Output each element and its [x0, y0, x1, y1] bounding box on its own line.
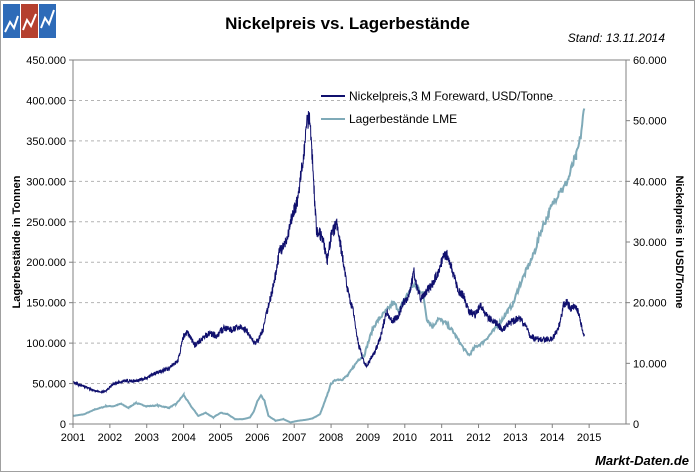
x-tick-label-2014: 2014	[540, 432, 564, 444]
x-tick-label-2004: 2004	[171, 432, 195, 444]
y-right-tick-label-4: 40.000	[633, 176, 667, 188]
series-group	[72, 108, 586, 424]
series-line-nickelpreis	[72, 110, 585, 394]
y-axis-right-label: Nickelpreis in USD/Tonne	[673, 175, 685, 308]
y-axis-left-label: Lagerbestände in Tonnen	[11, 175, 23, 308]
x-tick-label-2010: 2010	[393, 432, 417, 444]
y-left-tick-label-3: 150.000	[26, 298, 66, 310]
x-tick-label-2006: 2006	[245, 432, 269, 444]
legend: Nickelpreis,3 M Foreward, USD/Tonne Lage…	[321, 89, 553, 126]
x-tick-label-2003: 2003	[134, 432, 158, 444]
y-left-tick-label-7: 350.000	[26, 136, 66, 148]
x-tick-label-2005: 2005	[208, 432, 232, 444]
x-tick-label-2008: 2008	[319, 432, 343, 444]
y-left-tick-label-0: 0	[60, 419, 66, 431]
date-stamp: Stand: 13.11.2014	[567, 31, 665, 45]
source-label: Markt-Daten.de	[595, 453, 689, 468]
x-tick-label-2009: 2009	[356, 432, 380, 444]
x-tick-label-2001: 2001	[61, 432, 85, 444]
y-right-tick-label-0: 0	[633, 419, 639, 431]
x-tick-label-2012: 2012	[466, 432, 490, 444]
x-tick-label-2011: 2011	[430, 432, 454, 444]
x-tick-label-2007: 2007	[282, 432, 306, 444]
legend-label-nickel: Nickelpreis,3 M Foreward, USD/Tonne	[349, 89, 553, 103]
y-left-tick-label-5: 250.000	[26, 217, 66, 229]
axis-ticks: 0 50.000 100.000 150.000 200.000 250.000 300.0…	[26, 55, 666, 444]
y-left-tick-label-9: 450.000	[26, 55, 66, 67]
legend-label-stock: Lagerbestände LME	[349, 112, 457, 126]
y-left-tick-label-8: 400.000	[26, 95, 66, 107]
x-tick-label-2013: 2013	[503, 432, 527, 444]
y-right-tick-label-6: 60.000	[633, 55, 667, 67]
y-right-tick-label-3: 30.000	[633, 237, 667, 249]
x-tick-label-2002: 2002	[98, 432, 122, 444]
y-left-tick-label-1: 50.000	[32, 379, 66, 391]
y-left-tick-label-4: 200.000	[26, 257, 66, 269]
y-right-tick-label-1: 10.000	[633, 358, 667, 370]
chart-title: Nickelpreis vs. Lagerbestände	[225, 14, 470, 33]
y-right-tick-label-5: 50.000	[633, 116, 667, 128]
series-line-lagerbestaende	[72, 108, 586, 424]
y-left-tick-label-6: 300.000	[26, 176, 66, 188]
y-right-tick-label-2: 20.000	[633, 298, 667, 310]
x-tick-label-2015: 2015	[577, 432, 601, 444]
markt-daten-logo-icon	[3, 4, 56, 38]
grid-lines	[73, 99, 626, 385]
y-left-tick-label-2: 100.000	[26, 338, 66, 350]
